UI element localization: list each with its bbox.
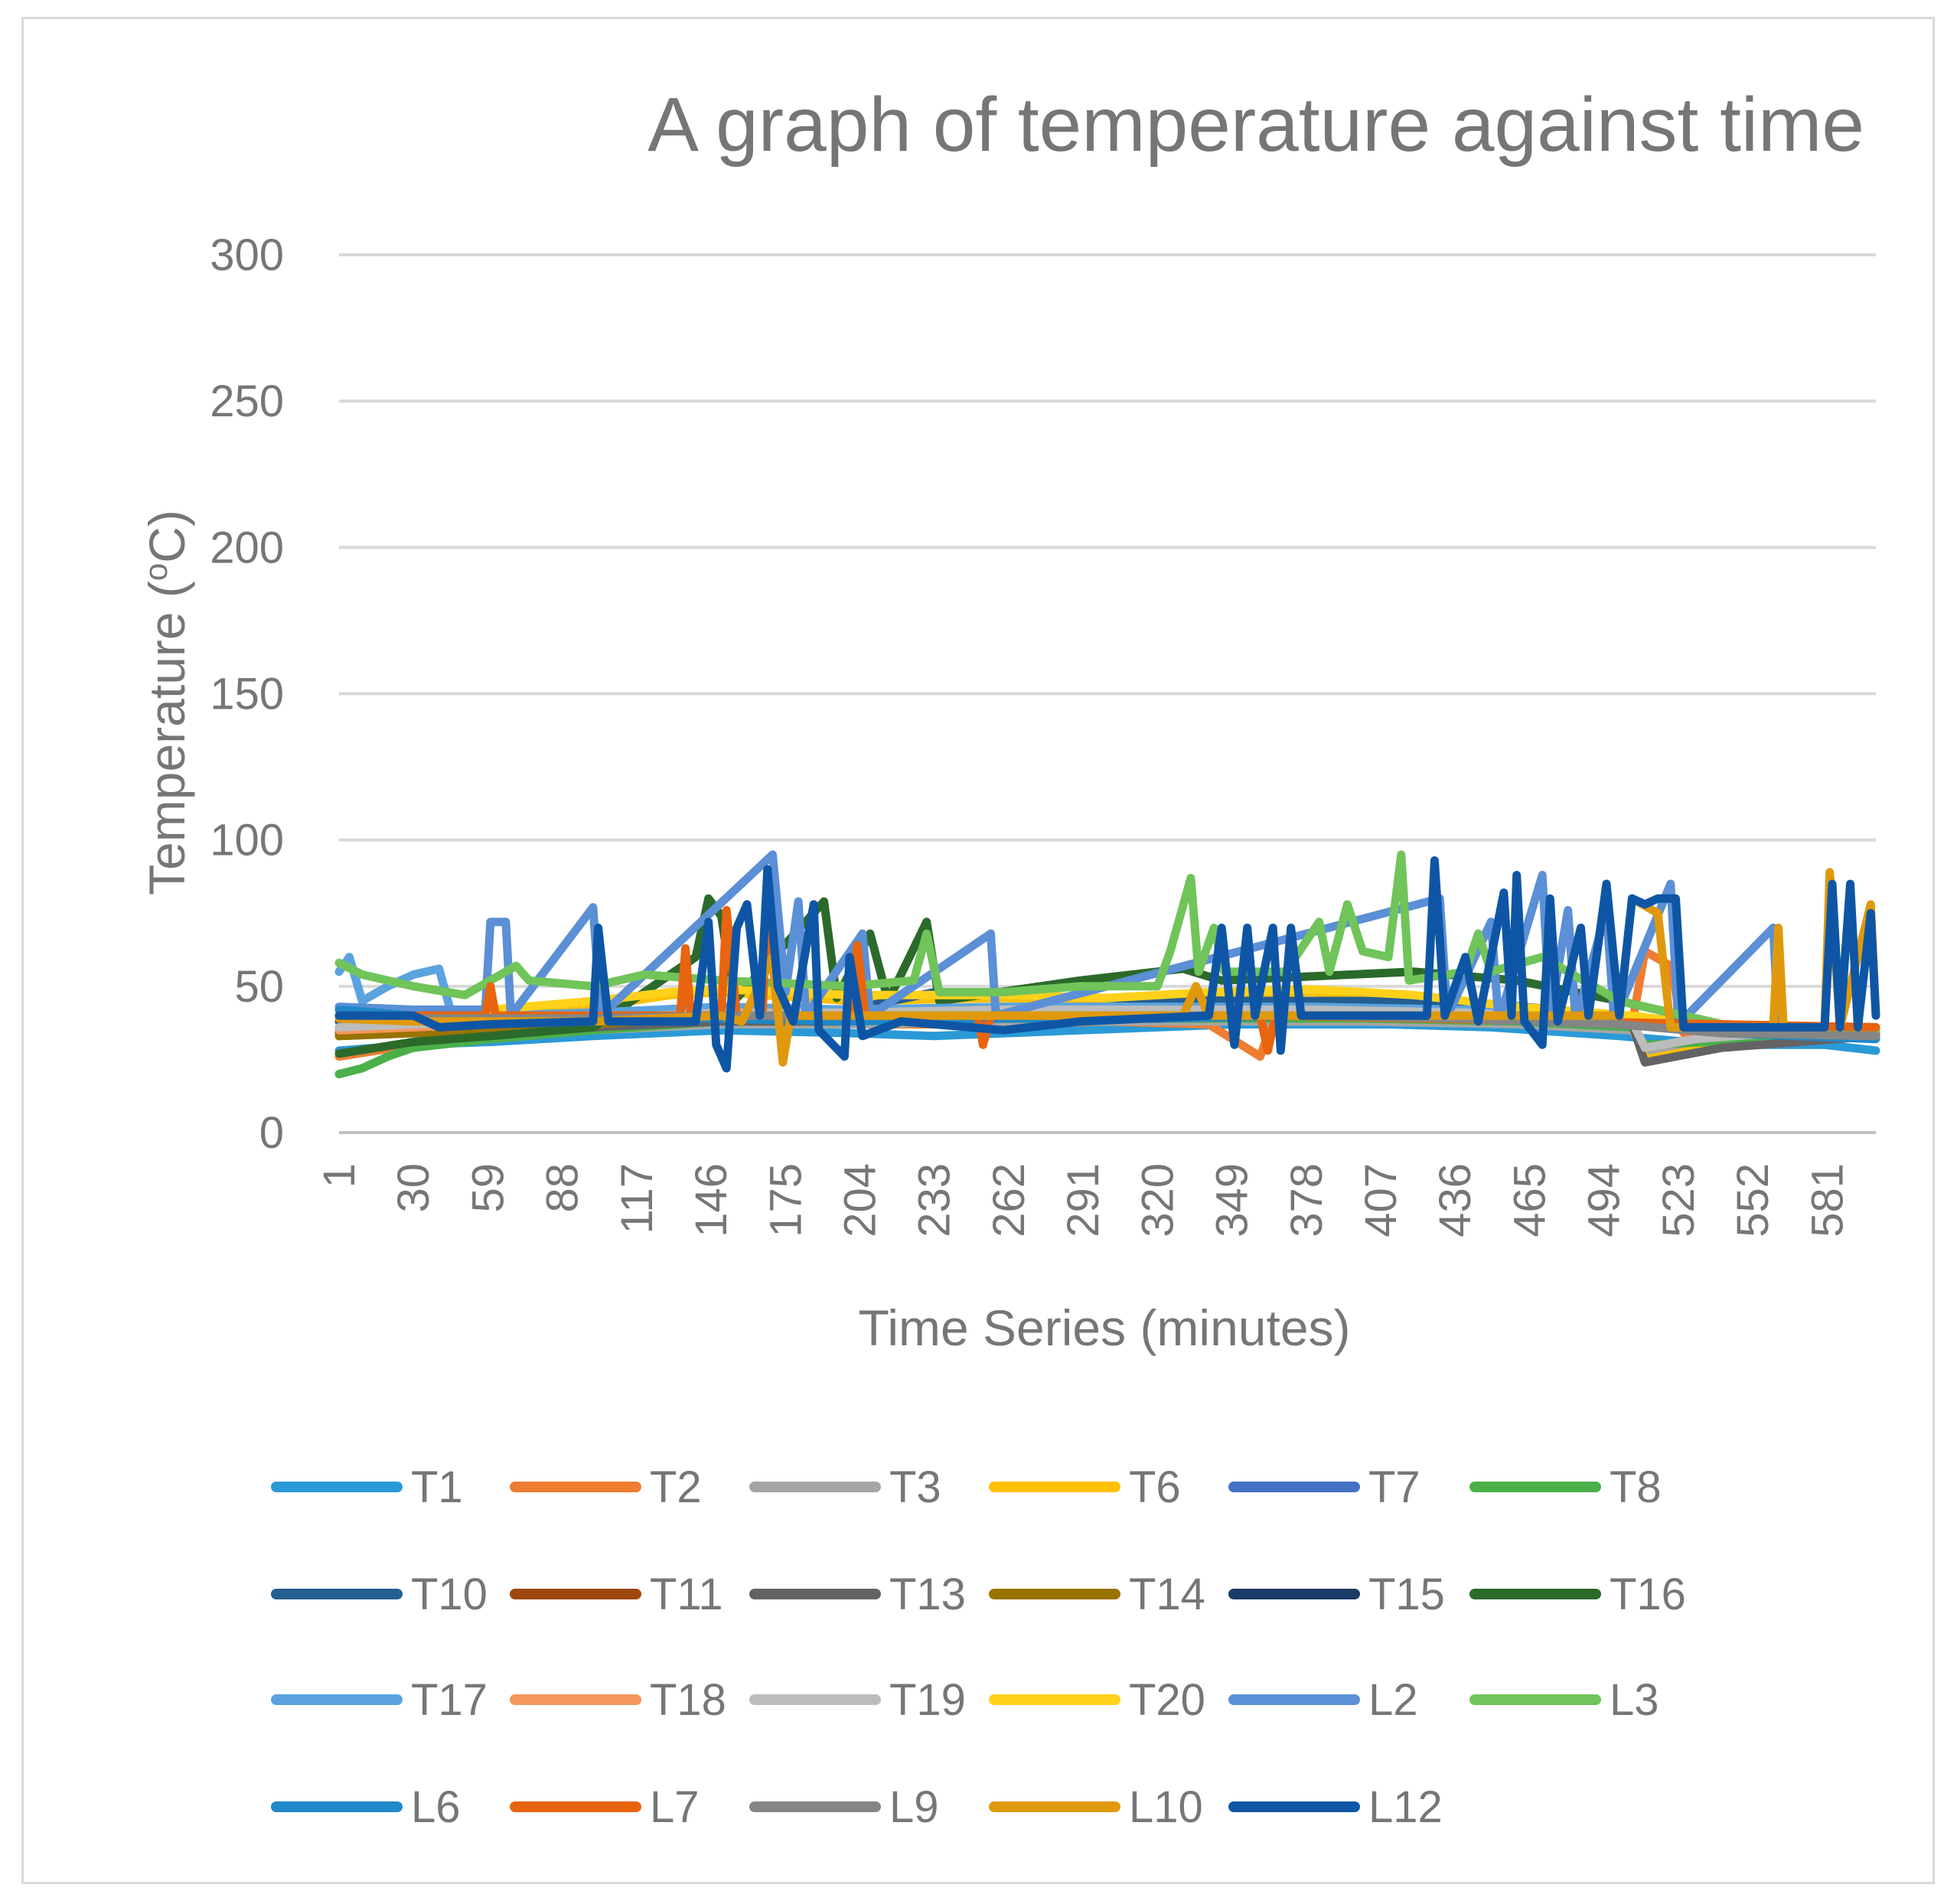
x-tick-label: 204 [836, 1163, 886, 1237]
legend-label: L6 [411, 1782, 461, 1832]
x-tick-label: 117 [612, 1163, 662, 1234]
legend-label: T16 [1610, 1570, 1686, 1619]
y-tick-label: 0 [259, 1108, 284, 1158]
legend-label: T20 [1129, 1675, 1205, 1725]
x-tick-label: 59 [463, 1163, 513, 1213]
chart-title: A graph of temperature against time [647, 82, 1864, 168]
x-tick-label: 465 [1505, 1163, 1554, 1237]
legend-label: T18 [650, 1675, 726, 1725]
y-axis-title: Temperature (oC) [138, 510, 196, 895]
legend-label: T11 [650, 1570, 723, 1619]
y-axis-title-text: Temperature ( [139, 581, 195, 895]
legend-label: L12 [1368, 1782, 1443, 1832]
chart-svg: A graph of temperature against time 0 50 1… [138, 82, 1880, 1832]
series-lines [334, 850, 1880, 1078]
x-tick-label: 494 [1580, 1163, 1629, 1237]
legend-item-t18: T18 [510, 1675, 726, 1725]
x-tick-label: 523 [1654, 1163, 1704, 1237]
y-axis-title-superscript: o [138, 563, 174, 581]
legend-item-t17: T17 [271, 1675, 488, 1725]
x-tick-label: 320 [1133, 1163, 1182, 1237]
x-tick-label: 581 [1802, 1163, 1852, 1237]
legend-item-t10: T10 [271, 1570, 488, 1619]
legend-item-t1: T1 [271, 1462, 463, 1512]
legend-item-t8: T8 [1469, 1462, 1662, 1512]
legend-item-l12: L12 [1228, 1782, 1443, 1832]
legend-label: T3 [889, 1462, 941, 1512]
legend-item-t14: T14 [989, 1570, 1205, 1619]
legend-item-t7: T7 [1228, 1462, 1420, 1512]
y-axis-title-unit: C) [139, 510, 195, 563]
y-tick-label: 300 [210, 230, 284, 280]
legend-label: T17 [411, 1675, 488, 1725]
x-axis-title: Time Series (minutes) [858, 1299, 1350, 1356]
legend-item-l9: L9 [749, 1782, 939, 1832]
legend-item-t6: T6 [989, 1462, 1181, 1512]
x-tick-label: 378 [1282, 1163, 1332, 1237]
legend-item-l6: L6 [271, 1782, 461, 1832]
x-axis-ticks: 1 30 59 88 117 146 175 204 233 262 291 320 349 378 407… [315, 1163, 1852, 1237]
x-tick-label: 436 [1430, 1163, 1480, 1237]
legend-item-t16: T16 [1469, 1570, 1686, 1619]
legend-item-t15: T15 [1228, 1570, 1445, 1619]
x-tick-label: 175 [761, 1163, 811, 1237]
y-tick-label: 50 [234, 962, 284, 1012]
legend-item-t3: T3 [749, 1462, 941, 1512]
legend-item-l3: L3 [1469, 1675, 1659, 1725]
legend-label: T13 [889, 1570, 966, 1619]
y-tick-label: 150 [210, 670, 284, 719]
legend-label: T15 [1368, 1570, 1445, 1619]
legend-label: L2 [1368, 1675, 1418, 1725]
x-tick-label: 262 [984, 1163, 1034, 1237]
legend-label: L10 [1129, 1782, 1203, 1832]
legend-label: T1 [411, 1462, 463, 1512]
legend-item-t2: T2 [510, 1462, 702, 1512]
legend-label: T19 [889, 1675, 966, 1725]
x-tick-label: 1 [315, 1163, 364, 1188]
legend: T1 T2 T3 T6 T7 T8 T10 T11 T13 T14 T15 T16 T17 T18 T19 T… [271, 1462, 1686, 1832]
y-tick-label: 200 [210, 523, 284, 572]
legend-item-t19: T19 [749, 1675, 966, 1725]
y-axis-ticks: 0 50 100 150 200 250 300 [210, 230, 284, 1158]
chart-frame: A graph of temperature against time 0 50 1… [21, 17, 1935, 1884]
legend-label: L9 [889, 1782, 939, 1832]
series-line-l12 [334, 856, 1880, 1073]
x-tick-label: 349 [1208, 1163, 1257, 1237]
legend-item-t20: T20 [989, 1675, 1205, 1725]
legend-label: L3 [1610, 1675, 1659, 1725]
y-tick-label: 100 [210, 816, 284, 866]
legend-item-t11: T11 [510, 1570, 723, 1619]
legend-label: T10 [411, 1570, 488, 1619]
x-tick-label: 291 [1058, 1163, 1108, 1237]
y-tick-label: 250 [210, 377, 284, 426]
x-tick-label: 88 [538, 1163, 588, 1213]
x-tick-label: 233 [910, 1163, 960, 1237]
legend-item-l10: L10 [989, 1782, 1203, 1832]
x-tick-label: 552 [1728, 1163, 1778, 1237]
legend-label: T8 [1610, 1462, 1662, 1512]
x-tick-label: 407 [1356, 1163, 1406, 1237]
legend-label: L7 [650, 1782, 700, 1832]
legend-label: T14 [1129, 1570, 1205, 1619]
legend-label: T6 [1129, 1462, 1181, 1512]
legend-item-t13: T13 [749, 1570, 966, 1619]
x-tick-label: 30 [389, 1163, 439, 1213]
legend-item-l7: L7 [510, 1782, 700, 1832]
legend-item-l2: L2 [1228, 1675, 1418, 1725]
legend-label: T2 [650, 1462, 702, 1512]
x-tick-label: 146 [687, 1163, 736, 1237]
legend-label: T7 [1368, 1462, 1420, 1512]
